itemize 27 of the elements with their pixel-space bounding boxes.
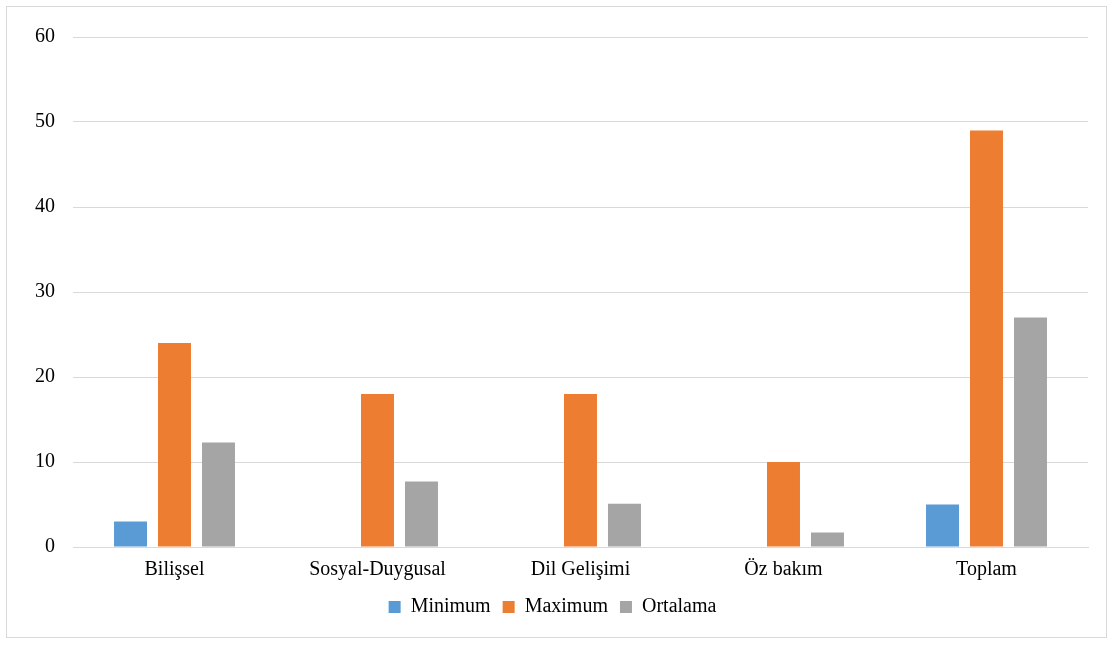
bar [114,521,148,547]
y-tick-label: 20 [35,364,55,387]
y-tick-label: 40 [35,194,55,217]
bar [767,462,800,547]
x-tick-label: Öz bakım [744,557,824,580]
legend-label: Ortalama [641,594,717,617]
y-tick-label: 10 [35,449,55,472]
bar [607,503,641,547]
bar [810,532,844,547]
bar [361,394,394,547]
bar [201,442,235,547]
y-tick-label: 30 [35,279,55,302]
bar [970,130,1003,547]
y-tick-label: 60 [35,24,55,47]
x-tick-label: Toplam [956,557,1018,581]
bar [926,504,960,547]
x-tick-label: Sosyal-Duygusal [309,557,447,581]
bar [158,343,191,547]
bar [1013,317,1047,547]
x-tick-label: Bilişsel [144,557,205,581]
bar [404,481,438,547]
x-tick-label: Dil Gelişimi [530,557,631,581]
bar [564,394,597,547]
legend-label: Maximum [524,594,609,617]
y-tick-label: 50 [35,109,55,132]
y-tick-label: 0 [45,534,55,557]
legend-label: Minimum [410,594,492,617]
